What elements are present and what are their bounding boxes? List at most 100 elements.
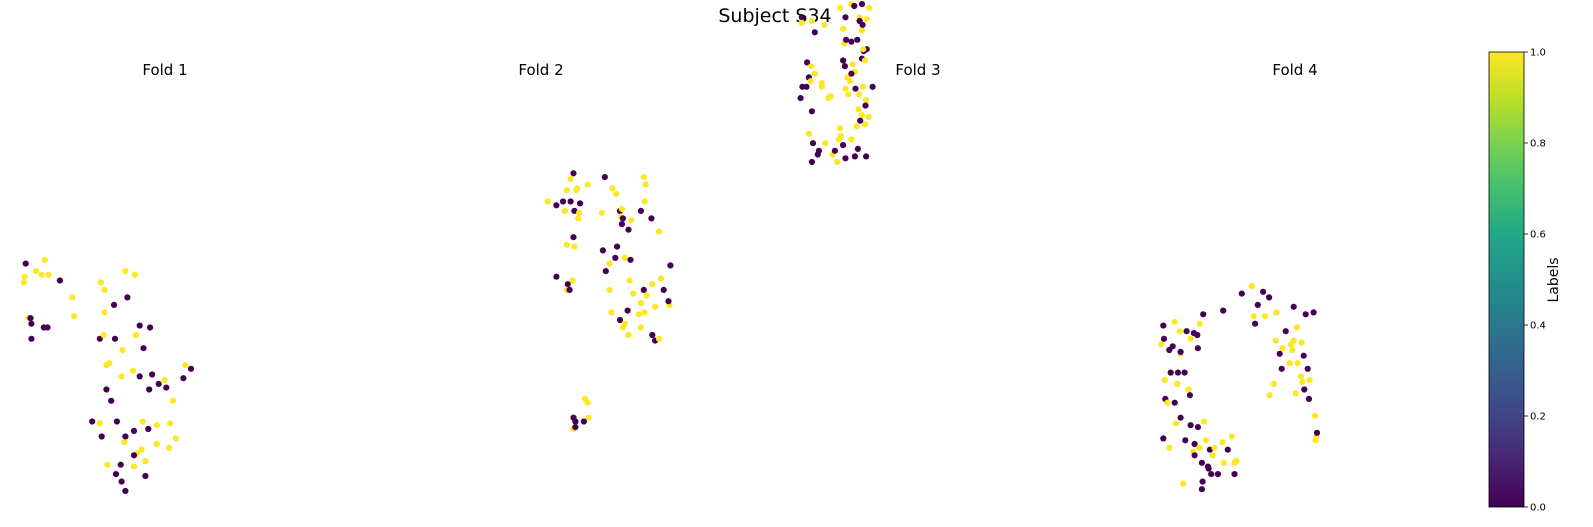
- fold-4-point-84: [1233, 457, 1240, 465]
- fold-1-point-14: [44, 324, 51, 331]
- fold-3-point-19: [809, 140, 817, 147]
- fold-1-point-68: [117, 461, 124, 468]
- fold-1-point-45: [103, 386, 110, 393]
- fold-4-point-7: [1250, 313, 1257, 320]
- fold-3-point-59: [843, 36, 850, 43]
- fold-4-point-70: [1166, 444, 1173, 451]
- fold-1-point-4: [33, 268, 40, 275]
- fold-2-point-69: [655, 335, 663, 342]
- fold-3-point-31: [842, 155, 849, 162]
- fold-1-point-8: [56, 277, 64, 284]
- fold-1-point-62: [166, 444, 173, 451]
- fold-1-point-7: [45, 271, 52, 278]
- fold-2-point-4: [563, 187, 570, 194]
- fold-3-point-23: [822, 140, 829, 147]
- fold-3-point-30: [834, 158, 841, 166]
- fold-2-point-50: [630, 290, 637, 297]
- fold-2-point-63: [641, 309, 648, 316]
- fold-3-point-85: [854, 145, 862, 152]
- fold-2-point-5: [567, 198, 574, 205]
- fold-4-point-41: [1158, 341, 1165, 348]
- fold-4-title: Fold 4: [1272, 61, 1317, 79]
- fold-3-points: [797, 1, 876, 166]
- fold-2-point-0: [544, 198, 551, 205]
- fold-1-point-22: [124, 294, 131, 301]
- fold-4-point-77: [1198, 459, 1205, 466]
- fold-3-point-6: [808, 63, 815, 70]
- fold-3-point-77: [856, 91, 863, 98]
- fold-1-point-37: [182, 362, 189, 369]
- fold-4-point-87: [1224, 446, 1231, 453]
- fold-2-point-33: [628, 217, 635, 224]
- fold-4-point-44: [1183, 328, 1190, 335]
- fold-3-point-61: [854, 36, 861, 43]
- fold-4-point-59: [1164, 399, 1171, 406]
- fold-1-point-38: [187, 365, 195, 372]
- fold-3-panel: Fold 3: [797, 1, 941, 166]
- fold-4-point-43: [1176, 328, 1184, 335]
- fold-3-point-83: [848, 136, 855, 143]
- fold-2-point-24: [601, 174, 608, 181]
- fold-3-point-70: [841, 63, 849, 70]
- fold-3-point-76: [852, 85, 859, 92]
- fold-4-point-16: [1276, 350, 1283, 357]
- fold-1-point-9: [69, 294, 76, 301]
- fold-4-point-17: [1279, 345, 1286, 352]
- fold-1-point-55: [167, 420, 174, 427]
- fold-2-point-38: [648, 215, 655, 222]
- fold-4-point-86: [1219, 439, 1226, 446]
- fold-2-point-15: [570, 234, 577, 241]
- colorbar-tick-label-4: 0.8: [1530, 139, 1546, 150]
- fold-2-point-46: [627, 256, 634, 263]
- fold-4-point-90: [1198, 486, 1205, 493]
- fold-4-point-21: [1294, 360, 1301, 367]
- fold-1-point-21: [131, 271, 138, 278]
- fold-4-point-2: [1248, 283, 1255, 290]
- fold-3-point-88: [869, 83, 876, 90]
- fold-2-point-31: [618, 221, 626, 228]
- fold-2-point-71: [649, 331, 656, 339]
- fold-2-point-13: [576, 209, 583, 216]
- fold-2-point-55: [640, 286, 647, 293]
- fold-3-point-79: [863, 96, 870, 104]
- fold-2-point-35: [640, 174, 647, 181]
- fold-1-point-53: [145, 425, 152, 433]
- fold-2-point-61: [624, 307, 631, 314]
- fold-3-point-91: [857, 117, 864, 124]
- fold-4-point-80: [1208, 471, 1215, 478]
- fold-1-point-46: [108, 397, 115, 404]
- fold-3-point-27: [837, 125, 844, 132]
- fold-1-points: [20, 256, 195, 495]
- fold-4-point-72: [1191, 440, 1198, 448]
- fold-4-point-55: [1174, 369, 1182, 376]
- fold-2-point-76: [580, 418, 588, 425]
- fold-3-point-15: [818, 83, 826, 90]
- fold-2-title: Fold 2: [518, 61, 563, 79]
- fold-2-point-3: [561, 207, 569, 214]
- fold-1-point-66: [142, 472, 149, 480]
- fold-1-point-70: [118, 478, 125, 485]
- fold-1-point-42: [161, 377, 168, 384]
- fold-2-point-73: [584, 399, 591, 406]
- fold-2-point-16: [563, 241, 570, 248]
- fold-4-point-47: [1194, 331, 1201, 339]
- fold-2-point-62: [635, 311, 643, 318]
- fold-4-point-3: [1260, 288, 1267, 295]
- fold-3-point-89: [865, 113, 872, 120]
- fold-2-point-2: [559, 198, 567, 205]
- fold-1-point-30: [140, 345, 147, 352]
- fold-4-point-40: [1160, 335, 1168, 342]
- fold-3-point-18: [805, 130, 813, 137]
- fold-1-point-6: [41, 256, 48, 263]
- fold-4-point-93: [1204, 463, 1211, 470]
- fold-4-point-81: [1214, 471, 1221, 478]
- fold-2-point-43: [602, 268, 609, 275]
- fold-4-point-28: [1278, 365, 1285, 372]
- fold-2-point-30: [619, 215, 627, 222]
- fold-2-point-28: [618, 205, 626, 213]
- fold-3-point-84: [851, 153, 859, 160]
- fold-4-point-53: [1194, 345, 1201, 352]
- fold-1-point-51: [130, 427, 138, 434]
- fold-2-point-26: [613, 190, 620, 198]
- fold-2-point-52: [643, 292, 650, 299]
